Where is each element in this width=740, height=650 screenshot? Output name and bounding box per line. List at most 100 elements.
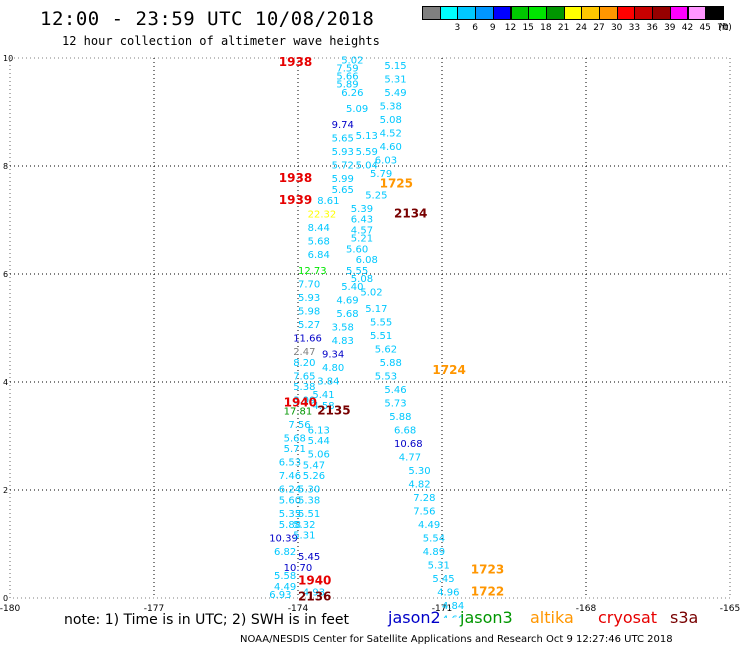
x-tick-label: -177 <box>144 604 164 614</box>
wave-height-point: 5.13 <box>356 131 378 142</box>
legend-swatch <box>705 6 724 20</box>
legend-label: 6 <box>472 23 478 33</box>
time-label: 1725 <box>380 177 413 191</box>
wave-height-point: 4.69 <box>336 296 358 307</box>
wave-height-point: 5.38 <box>380 101 402 112</box>
wave-height-point: 9.74 <box>332 120 354 131</box>
wave-height-point: 4.58 <box>312 401 334 412</box>
wave-height-point: 5.08 <box>351 274 373 285</box>
legend-label: 36 <box>646 23 658 33</box>
wave-height-point: 5.71 <box>284 444 306 455</box>
legend-label: 18 <box>540 23 552 33</box>
wave-height-point: 5.88 <box>380 358 402 369</box>
legend-unit: (ft) <box>718 23 732 33</box>
wave-height-point: 6.82 <box>274 547 296 558</box>
wave-height-point: 4.60 <box>380 142 402 153</box>
wave-height-point: 5.26 <box>303 471 325 482</box>
wave-height-point: 6.26 <box>341 88 363 99</box>
wave-height-point: 8.20 <box>293 358 315 369</box>
wave-height-point: 10.70 <box>284 563 313 574</box>
wave-height-point: 7.59 <box>336 64 358 75</box>
wave-height-point: 5.27 <box>298 320 320 331</box>
wave-height-point: 5.88 <box>279 520 301 531</box>
time-label: 1940 <box>284 395 317 409</box>
wave-height-point: 5.47 <box>303 460 325 471</box>
wave-height-point: 5.32 <box>293 520 315 531</box>
wave-height-point: 5.60 <box>346 244 368 255</box>
wave-height-point: 5.02 <box>341 55 363 66</box>
wave-height-point: 5.25 <box>365 190 387 201</box>
wave-height-point: 5.30 <box>298 485 320 496</box>
wave-height-point: 5.08 <box>380 115 402 126</box>
wave-height-point: 5.31 <box>293 531 315 542</box>
x-tick-label: -168 <box>576 604 597 614</box>
legend-label: 70 <box>717 23 729 33</box>
wave-height-point: 3.58 <box>332 323 354 334</box>
wave-height-point: 6.93 <box>269 590 291 601</box>
wave-height-point: 5.02 <box>360 288 382 299</box>
wave-height-point: 4.49 <box>418 520 440 531</box>
wave-height-point: 9.34 <box>322 350 344 361</box>
plot-frame <box>9 57 731 599</box>
wave-height-point: 6.43 <box>351 215 373 226</box>
wave-height-point: 17.81 <box>284 406 313 417</box>
legend-label: 30 <box>610 23 623 33</box>
wave-height-point: 3.84 <box>317 377 339 388</box>
wave-height-point: 5.46 <box>384 385 406 396</box>
legend-label: 33 <box>628 23 641 33</box>
legend-label: 3 <box>454 23 461 33</box>
wave-height-point: 5.65 <box>332 185 354 196</box>
wave-height-point: 4.52 <box>380 128 402 139</box>
wave-height-point: 5.15 <box>384 61 406 72</box>
wave-height-point: 5.41 <box>312 390 334 401</box>
y-tick-label: 2 <box>3 486 8 495</box>
wave-height-point: 6.08 <box>356 255 378 266</box>
wave-height-point: 5.51 <box>298 509 320 520</box>
wave-height-point: 6.84 <box>308 250 330 261</box>
wave-height-point: 5.45 <box>298 552 320 563</box>
legend-label: 24 <box>575 23 588 33</box>
wave-height-point: 10.68 <box>394 439 423 450</box>
x-tick-label: -171 <box>432 604 452 614</box>
page-title: 12:00 - 23:59 UTC 10/08/2018 <box>40 8 375 30</box>
wave-height-point: 6.03 <box>375 155 397 166</box>
sat-altika: altika <box>530 608 574 627</box>
wave-height-point: 7.56 <box>413 506 435 517</box>
x-tick-label: -174 <box>288 604 309 614</box>
legend-label: 21 <box>557 23 570 33</box>
legend-label: 39 <box>664 23 676 33</box>
wave-height-point: 7.70 <box>298 280 320 291</box>
legend-label: 45 <box>699 23 711 33</box>
sat-s3a: s3a <box>670 608 699 627</box>
legend-label: 42 <box>681 23 694 33</box>
wave-height-point: 4.80 <box>322 363 344 374</box>
time-label: 1724 <box>432 363 465 377</box>
wave-height-point: 5.55 <box>370 317 392 328</box>
y-tick-label: 10 <box>3 54 13 63</box>
wave-height-point: 4.83 <box>332 336 354 347</box>
time-label: 1722 <box>471 584 504 598</box>
sat-cryosat: cryosat <box>598 608 658 627</box>
wave-height-point: 11.66 <box>293 334 322 345</box>
time-label: 2135 <box>317 403 350 417</box>
wave-height-point: 4.77 <box>399 452 421 463</box>
wave-height-point: 5.35 <box>279 509 301 520</box>
wave-height-point: 6.53 <box>279 458 301 469</box>
chart-axes: -180 -177 -174 -171 -168 -165 0 2 4 6 8 10 <box>0 54 740 614</box>
legend-label: 27 <box>593 23 605 33</box>
wave-height-point: 5.51 <box>370 331 392 342</box>
wave-height-point: 7.28 <box>413 493 435 504</box>
y-tick-label: 6 <box>3 270 8 279</box>
footer-credit: NOAA/NESDIS Center for Satellite Applica… <box>240 634 673 645</box>
time-label: 1938 <box>279 55 312 69</box>
time-label: 1723 <box>471 563 504 577</box>
wave-height-point: 5.58 <box>274 571 296 582</box>
wave-height-point: 5.38 <box>298 496 320 507</box>
wave-height-point: 6.24 <box>279 485 301 496</box>
wave-height-point: 5.31 <box>428 560 450 571</box>
wave-height-point: 8.61 <box>317 196 339 207</box>
wave-height-point: 5.93 <box>332 147 354 158</box>
wave-height-point: 5.93 <box>298 293 320 304</box>
note-text: note: 1) Time is in UTC; 2) SWH is in fe… <box>64 612 350 628</box>
wave-height-point: 5.79 <box>370 169 392 180</box>
